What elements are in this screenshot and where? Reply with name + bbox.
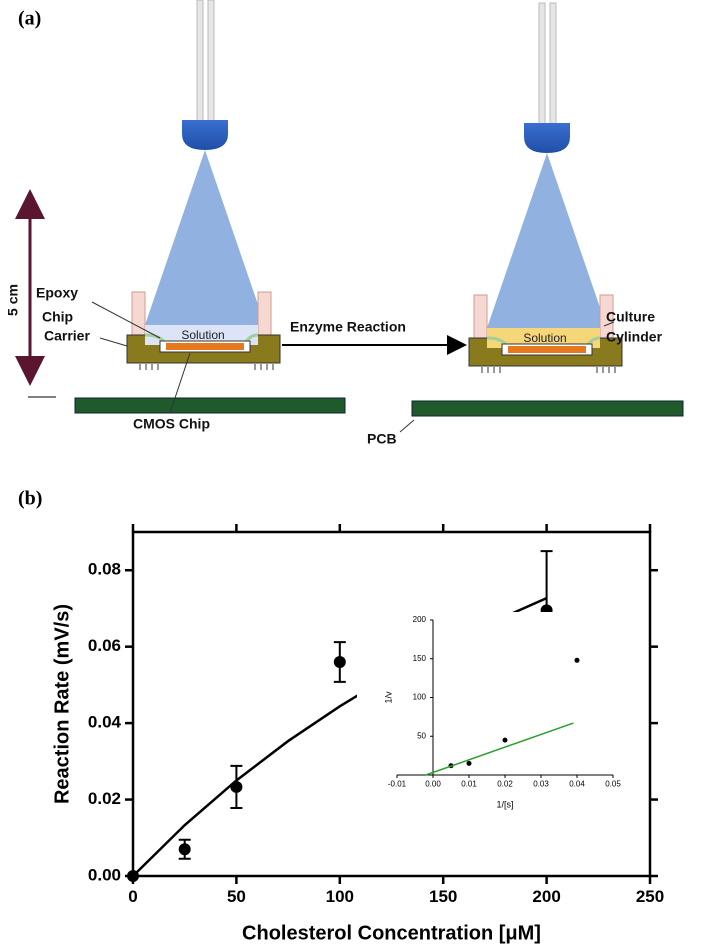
pcb xyxy=(75,398,345,413)
cylinder xyxy=(258,292,271,337)
led xyxy=(524,123,570,153)
x-tick-label: 150 xyxy=(429,887,457,906)
cylinder xyxy=(132,292,145,337)
led xyxy=(182,120,228,150)
cmos-chip xyxy=(508,346,586,353)
setup-before: Solution xyxy=(75,0,345,413)
y-tick-label: 0.04 xyxy=(88,713,122,732)
label: CMOS Chip xyxy=(133,416,210,432)
data-point xyxy=(334,656,346,668)
label: Chip xyxy=(42,309,73,325)
y-tick-label: 0.08 xyxy=(88,560,121,579)
x-tick-label: 250 xyxy=(636,887,664,906)
light-cone xyxy=(145,150,265,325)
led-lead xyxy=(197,0,203,122)
x-tick-label: 0.05 xyxy=(605,780,621,789)
data-point xyxy=(503,738,508,743)
pointer xyxy=(100,338,127,346)
x-tick-label: 0.03 xyxy=(533,780,549,789)
x-tick-label: 0.02 xyxy=(497,780,513,789)
label: PCB xyxy=(367,431,397,447)
label: Cylinder xyxy=(606,329,663,345)
pins xyxy=(140,363,273,370)
figure: (a) (b) Solution Solution 5 cm Epoxy Chi… xyxy=(0,0,702,946)
x-tick-label: -0.01 xyxy=(388,780,407,789)
y-tick-label: 0.06 xyxy=(88,636,121,655)
data-point xyxy=(467,761,472,766)
panel-label: (a) xyxy=(18,8,41,30)
y-tick-label: 0.02 xyxy=(88,789,121,808)
dimension-label: 5 cm xyxy=(5,284,21,316)
x-tick-label: 0.04 xyxy=(569,780,585,789)
y-axis-title: 1/v xyxy=(383,691,393,704)
data-point xyxy=(575,658,580,663)
x-axis-title: Cholesterol Concentration [μM] xyxy=(242,922,541,944)
x-tick-label: 50 xyxy=(227,887,246,906)
y-tick-label: 200 xyxy=(413,615,427,624)
setup-after: Solution xyxy=(412,3,683,416)
data-point xyxy=(179,843,191,855)
cylinder xyxy=(474,295,487,340)
pcb xyxy=(412,401,683,416)
y-tick-label: 150 xyxy=(413,654,427,663)
label: Epoxy xyxy=(36,285,78,301)
cmos-chip xyxy=(166,343,244,350)
led-lead xyxy=(550,3,556,125)
x-tick-label: 200 xyxy=(532,887,560,906)
label: Enzyme Reaction xyxy=(290,319,406,335)
x-axis-title: 1/[s] xyxy=(496,799,513,809)
led-lead xyxy=(539,3,545,125)
y-tick-label: 0.00 xyxy=(88,865,121,884)
panel-label: (b) xyxy=(18,488,42,510)
solution-label: Solution xyxy=(181,328,224,342)
light-cone xyxy=(487,153,607,328)
pointer xyxy=(400,420,414,432)
label: Carrier xyxy=(44,328,90,344)
x-tick-label: 0.01 xyxy=(461,780,477,789)
x-tick-label: 0.00 xyxy=(425,780,441,789)
y-tick-label: 50 xyxy=(417,731,426,740)
y-axis-title: Reaction Rate (mV/s) xyxy=(51,604,73,804)
x-tick-label: 0 xyxy=(128,887,137,906)
pins xyxy=(482,366,615,373)
led-lead xyxy=(208,0,214,122)
x-tick-label: 100 xyxy=(326,887,354,906)
solution-label: Solution xyxy=(523,331,566,345)
y-tick-label: 100 xyxy=(413,693,427,702)
